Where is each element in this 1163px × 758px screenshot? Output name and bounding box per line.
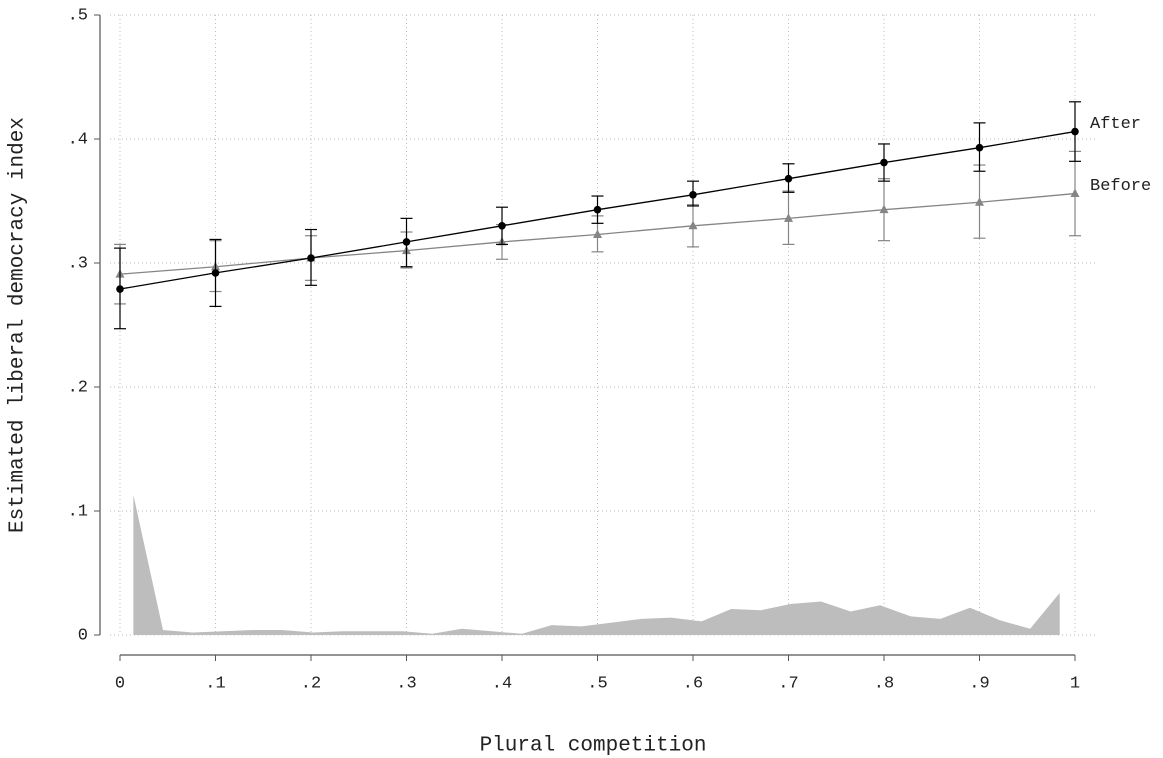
x-tick-label: 0 bbox=[115, 674, 125, 693]
histogram-area bbox=[133, 494, 1060, 635]
marker bbox=[784, 213, 793, 222]
marker bbox=[593, 229, 602, 238]
x-tick-label: .9 bbox=[969, 674, 989, 693]
marker bbox=[784, 174, 793, 183]
x-tick-label: .8 bbox=[874, 674, 894, 693]
marker bbox=[1071, 127, 1079, 136]
x-tick-label: .1 bbox=[205, 674, 225, 693]
x-tick-label: 1 bbox=[1070, 674, 1080, 693]
marker bbox=[211, 269, 220, 277]
x-tick-label: .6 bbox=[683, 674, 703, 693]
y-tick-label: 0 bbox=[78, 626, 88, 645]
marker bbox=[116, 285, 124, 293]
marker bbox=[880, 158, 888, 167]
y-tick-label: .3 bbox=[68, 254, 88, 273]
x-tick-label: .7 bbox=[778, 674, 798, 693]
y-tick-label: .5 bbox=[68, 6, 88, 25]
x-tick-label: .3 bbox=[396, 674, 416, 693]
marker bbox=[689, 191, 697, 199]
series-label: Before bbox=[1090, 177, 1151, 196]
x-tick-label: .2 bbox=[301, 674, 321, 693]
marker bbox=[593, 205, 602, 214]
marker bbox=[975, 197, 984, 206]
y-tick-label: .4 bbox=[68, 130, 88, 149]
marker bbox=[402, 238, 411, 246]
y-tick-label: .2 bbox=[68, 378, 88, 397]
marker bbox=[307, 254, 315, 262]
marker bbox=[688, 220, 698, 230]
marker bbox=[879, 204, 889, 214]
marker bbox=[498, 222, 506, 230]
x-tick-label: .4 bbox=[492, 674, 512, 693]
marker bbox=[1070, 188, 1080, 198]
x-tick-label: .5 bbox=[587, 674, 607, 693]
marker bbox=[975, 143, 984, 152]
y-tick-label: .1 bbox=[68, 502, 88, 521]
y-axis-title: Estimated liberal democracy index bbox=[7, 117, 30, 533]
x-axis-title: Plural competition bbox=[480, 735, 707, 758]
series-label: After bbox=[1090, 115, 1141, 134]
